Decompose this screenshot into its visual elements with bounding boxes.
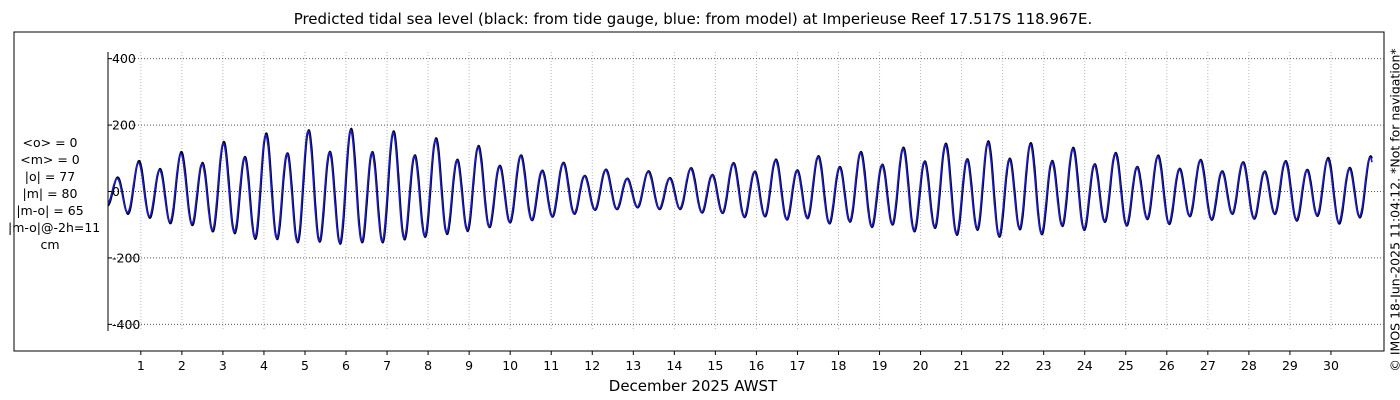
chart-title: Predicted tidal sea level (black: from t… xyxy=(294,10,1093,28)
x-tick-label: 12 xyxy=(584,358,600,373)
stat-mean-model: <m> = 0 xyxy=(20,152,80,167)
x-tick-label: 18 xyxy=(831,358,847,373)
x-tick-label: 27 xyxy=(1200,358,1216,373)
stat-abs-model: |m| = 80 xyxy=(22,186,78,201)
stats-panel: <o> = 0 <m> = 0 |o| = 77 |m| = 80 |m-o| … xyxy=(8,134,101,253)
x-tick-label: 7 xyxy=(383,358,391,373)
x-tick-label: 11 xyxy=(543,358,559,373)
x-tick-label: 17 xyxy=(790,358,806,373)
x-tick-label: 16 xyxy=(748,358,764,373)
x-tick-label: 3 xyxy=(219,358,227,373)
x-tick-label: 13 xyxy=(625,358,641,373)
x-tick-label: 9 xyxy=(465,358,473,373)
stat-abs-diff-lag: |m-o|@-2h=11 xyxy=(8,220,101,235)
series-line-1 xyxy=(107,129,1373,244)
series-line-0 xyxy=(107,127,1373,245)
stat-mean-observed: <o> = 0 xyxy=(22,135,78,150)
x-tick-label: 1 xyxy=(137,358,145,373)
y-tick-label: 400 xyxy=(112,51,136,66)
stat-abs-observed: |o| = 77 xyxy=(24,169,76,184)
x-tick-label: 8 xyxy=(424,358,432,373)
x-tick-label: 14 xyxy=(666,358,682,373)
x-tick-label: 20 xyxy=(913,358,929,373)
x-tick-label: 22 xyxy=(995,358,1011,373)
x-tick-label: 25 xyxy=(1118,358,1134,373)
y-tick-label: -200 xyxy=(112,250,140,265)
x-tick-label: 15 xyxy=(707,358,723,373)
x-tick-label: 26 xyxy=(1159,358,1175,373)
x-tick-label: 29 xyxy=(1282,358,1298,373)
x-tick-label: 24 xyxy=(1077,358,1093,373)
stat-units: cm xyxy=(40,237,60,252)
x-tick-label: 5 xyxy=(301,358,309,373)
x-tick-label: 19 xyxy=(872,358,888,373)
series-lines xyxy=(107,127,1373,245)
x-axis-label: December 2025 AWST xyxy=(609,377,778,395)
copyright-text: © IMOS 18-Jun-2025 11:04:12. *Not for na… xyxy=(1387,48,1400,371)
y-tick-label: -400 xyxy=(112,317,140,332)
x-tick-label: 23 xyxy=(1036,358,1052,373)
y-tick-label: 0 xyxy=(112,184,120,199)
x-tick-label: 6 xyxy=(342,358,350,373)
y-tick-label: 200 xyxy=(112,118,136,133)
x-tick-label: 2 xyxy=(178,358,186,373)
x-tick-label: 30 xyxy=(1323,358,1339,373)
x-tick-label: 21 xyxy=(954,358,970,373)
stat-abs-diff: |m-o| = 65 xyxy=(16,203,84,218)
x-tick-label: 10 xyxy=(502,358,518,373)
x-tick-label: 28 xyxy=(1241,358,1257,373)
x-tick-label: 4 xyxy=(260,358,268,373)
grid-lines xyxy=(108,52,1384,331)
